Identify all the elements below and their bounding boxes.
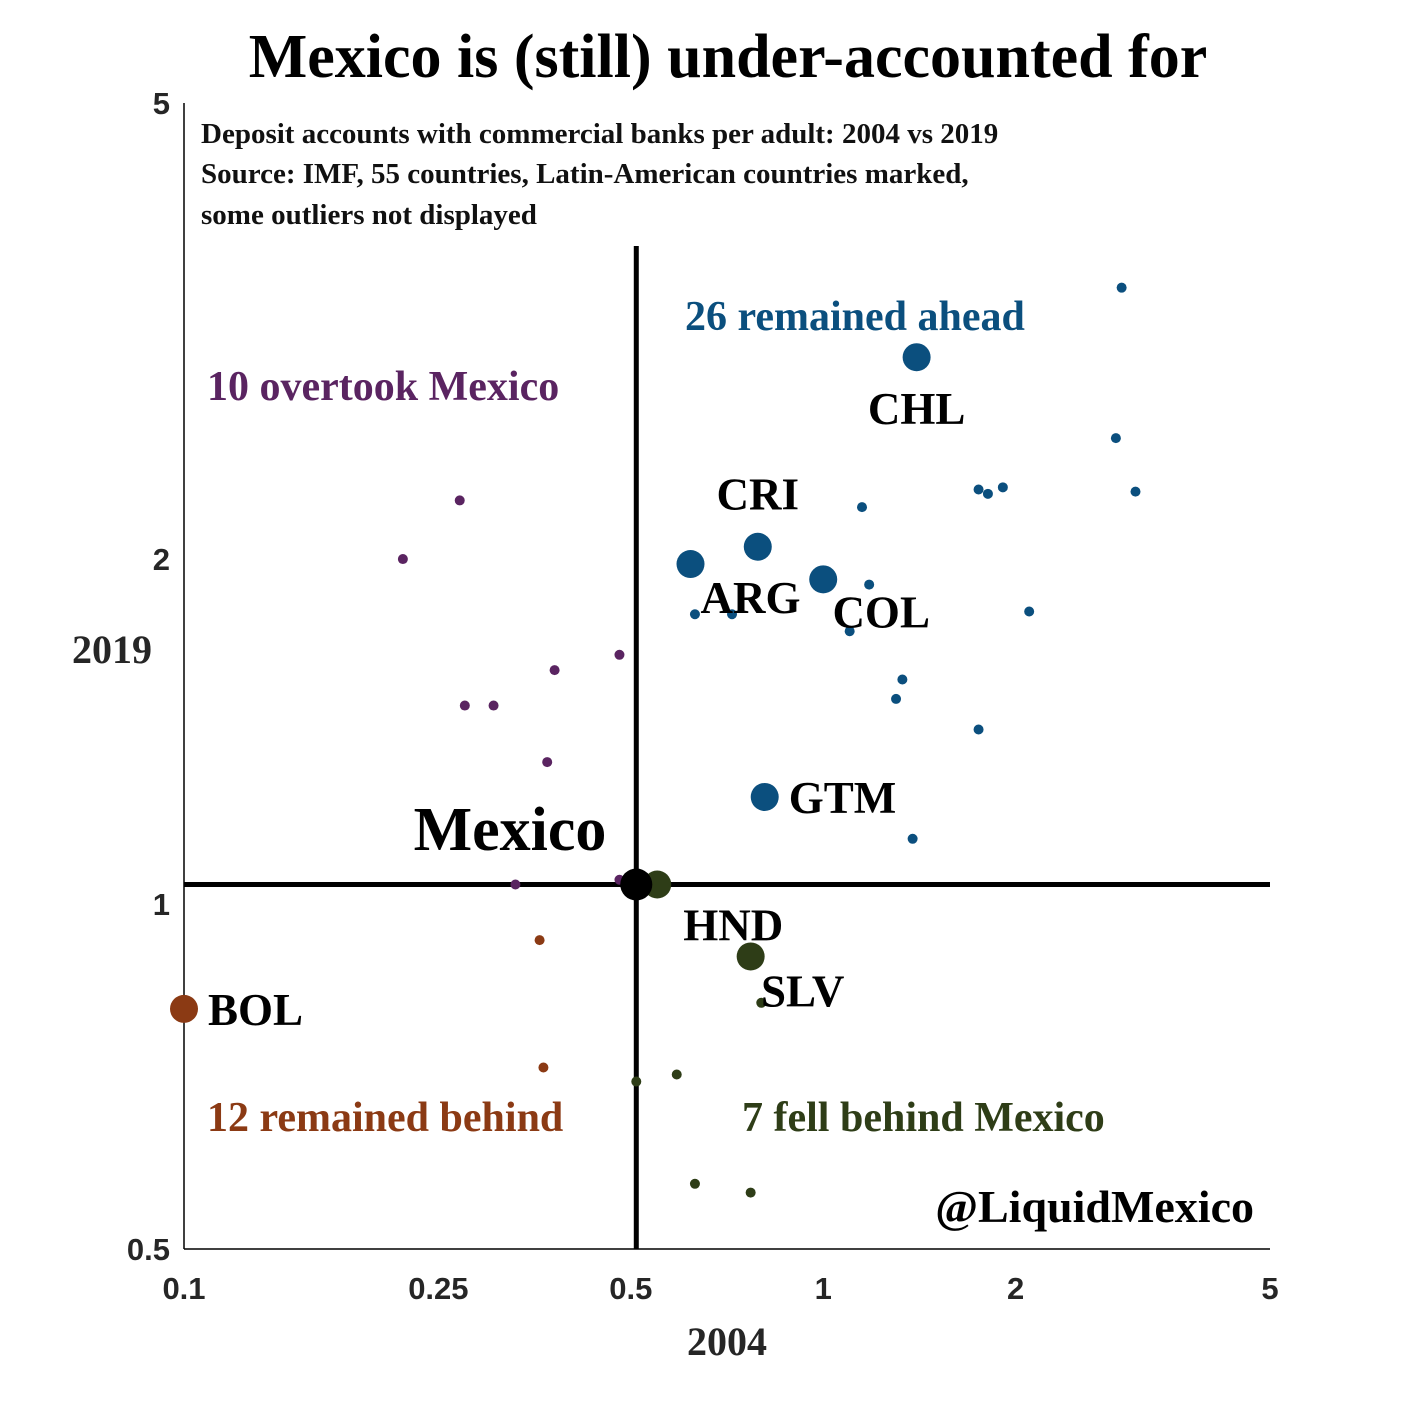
subtitle-line-1: Deposit accounts with commercial banks p… [201, 118, 998, 150]
point-ahead [689, 609, 700, 620]
y-tick-label: 1 [153, 887, 170, 922]
point-ahead [844, 626, 855, 637]
point-cri [743, 532, 772, 561]
quadrant-label-fell: 7 fell behind Mexico [742, 1095, 1105, 1141]
point-fell [745, 1187, 756, 1198]
point-ahead [897, 674, 908, 685]
subtitle-line-3: some outliers not displayed [201, 199, 537, 231]
quadrant-label-behind: 12 remained behind [207, 1095, 563, 1141]
y-tick-label: 0.5 [127, 1232, 170, 1267]
point-ahead [1130, 486, 1141, 497]
x-tick-label: 0.1 [162, 1271, 205, 1306]
point-overtook [510, 879, 521, 890]
point-gtm [750, 782, 779, 811]
subtitle-line-2: Source: IMF, 55 countries, Latin-America… [201, 158, 969, 190]
point-behind [538, 1062, 549, 1073]
y-tick-label: 5 [153, 86, 170, 121]
x-axis-label: 2004 [687, 1319, 767, 1364]
point-ahead [997, 482, 1008, 493]
country-label-bol: BOL [208, 985, 303, 1035]
mexico-label: Mexico [414, 796, 607, 864]
point-ahead [973, 484, 984, 495]
point-ahead [1024, 606, 1035, 617]
y-axis-label: 2019 [72, 627, 152, 672]
point-behind [534, 935, 545, 946]
x-tick-label: 0.5 [609, 1271, 652, 1306]
point-ahead [864, 579, 875, 590]
watermark: @LiquidMexico [935, 1181, 1254, 1232]
y-tick-label: 2 [153, 542, 170, 577]
point-fell [631, 1076, 642, 1087]
point-fell [689, 1178, 700, 1189]
point-overtook [542, 757, 553, 768]
point-ahead [891, 693, 902, 704]
point-ahead [727, 609, 738, 620]
point-fell [671, 1069, 682, 1080]
point-overtook [454, 495, 465, 506]
x-tick-label: 5 [1261, 1271, 1278, 1306]
point-fell [756, 997, 767, 1008]
point-overtook [549, 665, 560, 676]
point-overtook [488, 700, 499, 711]
country-label-slv: SLV [761, 966, 844, 1016]
point-ahead [857, 502, 868, 513]
x-tick-label: 2 [1007, 1271, 1024, 1306]
quadrant-label-ahead: 26 remained ahead [685, 294, 1025, 340]
point-slv [736, 942, 765, 971]
x-tick-label: 0.25 [408, 1271, 468, 1306]
point-ahead [1110, 433, 1121, 444]
quadrant-label-overtook: 10 overtook Mexico [207, 364, 559, 410]
country-label-gtm: GTM [789, 773, 897, 823]
point-overtook [459, 700, 470, 711]
point-col [809, 565, 838, 594]
country-label-chl: CHL [868, 384, 966, 434]
chart-title: Mexico is (still) under-accounted for [249, 23, 1208, 91]
point-ahead [907, 833, 918, 844]
x-tick-label: 1 [815, 1271, 832, 1306]
point-overtook [397, 554, 408, 565]
country-label-hnd: HND [683, 900, 783, 950]
country-label-cri: CRI [717, 470, 800, 520]
point-chl [902, 343, 931, 372]
point-ahead [982, 488, 993, 499]
country-label-arg: ARG [701, 573, 801, 623]
country-label-col: COL [832, 587, 930, 637]
point-overtook [614, 649, 625, 660]
data-points [170, 282, 1141, 1198]
point-arg [676, 550, 705, 579]
point-mexico [620, 868, 653, 901]
point-bol [170, 994, 198, 1023]
point-labels: CHL CRI ARG COL GTM BOL HND SLV [208, 384, 965, 1035]
tick-labels: 0.1 0.25 0.5 1 2 5 0.5 1 2 5 [127, 86, 1279, 1306]
point-ahead [973, 724, 984, 735]
point-ahead [1116, 282, 1127, 293]
